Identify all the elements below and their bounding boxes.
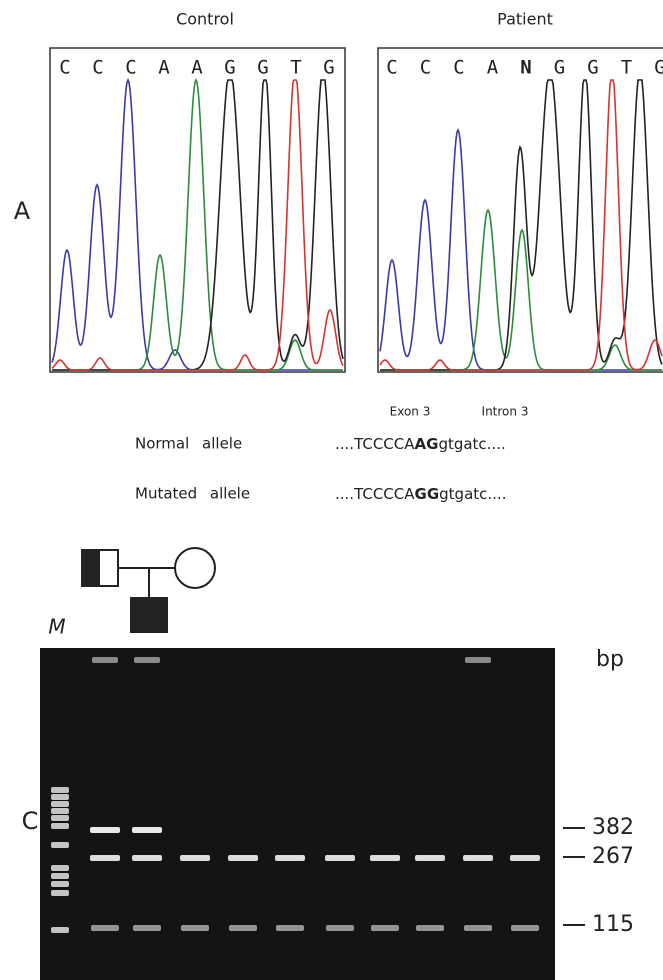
gel-band [91,925,119,931]
gel-band [325,855,355,861]
gel-band [229,925,257,931]
gel-band [510,855,540,861]
intron-label: Intron 3 [482,405,529,419]
patient [130,597,168,633]
gel-band [180,855,210,861]
gel-bands: 382 267 115 [51,657,634,937]
gel-band [415,855,445,861]
base-call: A [487,57,499,79]
patient-title: Patient [497,10,553,29]
base-call: G [257,57,268,79]
control-title: Control [176,10,234,29]
sequence-prefix: ....TCCCCA [335,485,415,503]
sequence-bold: AG [415,435,439,453]
gel-band [132,827,162,833]
allele-sequence: ....TCCCCAAGgtgatc.... [335,435,506,453]
gel-band [90,855,120,861]
mother [174,547,216,589]
gel-band [51,787,69,793]
gel-band [181,925,209,931]
marker-label: M [48,615,65,639]
trace [379,127,662,371]
gel-band [51,823,69,829]
gel-band [326,925,354,931]
gel-band [51,881,69,887]
gel-band [465,657,491,663]
gel-band [371,925,399,931]
chromatogram-frame [377,47,663,373]
sequence-suffix: gtgatc.... [439,485,506,503]
base-call: G [224,57,235,79]
gel-band [92,657,118,663]
panel-label: A [14,197,31,225]
base-call: N [520,57,531,79]
sequence-prefix: ....TCCCCA [335,435,415,453]
gel-band [275,855,305,861]
sequence-suffix: gtgatc.... [438,435,505,453]
size-label: 382 [592,815,634,840]
base-call: C [453,57,464,79]
allele-label: Normal allele [135,435,242,453]
gel-band [90,827,120,833]
gel-band [51,890,69,896]
gel-band [511,925,539,931]
base-call: G [654,57,663,79]
gel-band [51,842,69,848]
size-label: 115 [592,912,634,937]
panel-label: C [22,807,39,835]
father-carrier [82,550,100,586]
base-call: A [158,57,170,79]
base-call: C [59,57,70,79]
gel-band [51,794,69,800]
base-call: T [290,57,301,79]
gel-band [51,801,69,807]
gel-band [51,873,69,879]
trace [379,79,663,371]
pedigree [81,547,216,633]
sequence-bold: GG [415,485,440,503]
base-call: G [554,57,565,79]
gel [40,648,555,980]
gel-band [51,808,69,814]
gel-band [51,815,69,821]
gel-band [51,927,69,933]
base-call: C [420,57,431,79]
base-call: C [386,57,397,79]
allele-label: Mutated allele [135,485,250,503]
gel-band [228,855,258,861]
base-call: A [191,57,203,79]
gel-band [51,865,69,871]
chromatogram-frame [49,47,346,373]
base-call: T [621,57,632,79]
allele-sequence: ....TCCCCAGGgtgatc.... [335,485,506,503]
gel-band [133,925,161,931]
gel-band [370,855,400,861]
base-call: C [125,57,136,79]
gel-band [464,925,492,931]
base-call: G [323,57,334,79]
gel-band [463,855,493,861]
gel-band [416,925,444,931]
gel-band [132,855,162,861]
gel-band [276,925,304,931]
trace [51,79,344,371]
base-call: C [92,57,103,79]
size-label: 267 [592,844,634,869]
unit-label: bp [596,647,624,672]
base-call: G [587,57,598,79]
traces [51,77,663,371]
gel-band [134,657,160,663]
sequence-rows: Normal allele ....TCCCCAAGgtgatc....Mutat… [135,435,506,503]
exon-label: Exon 3 [390,405,431,419]
trace [52,79,344,371]
